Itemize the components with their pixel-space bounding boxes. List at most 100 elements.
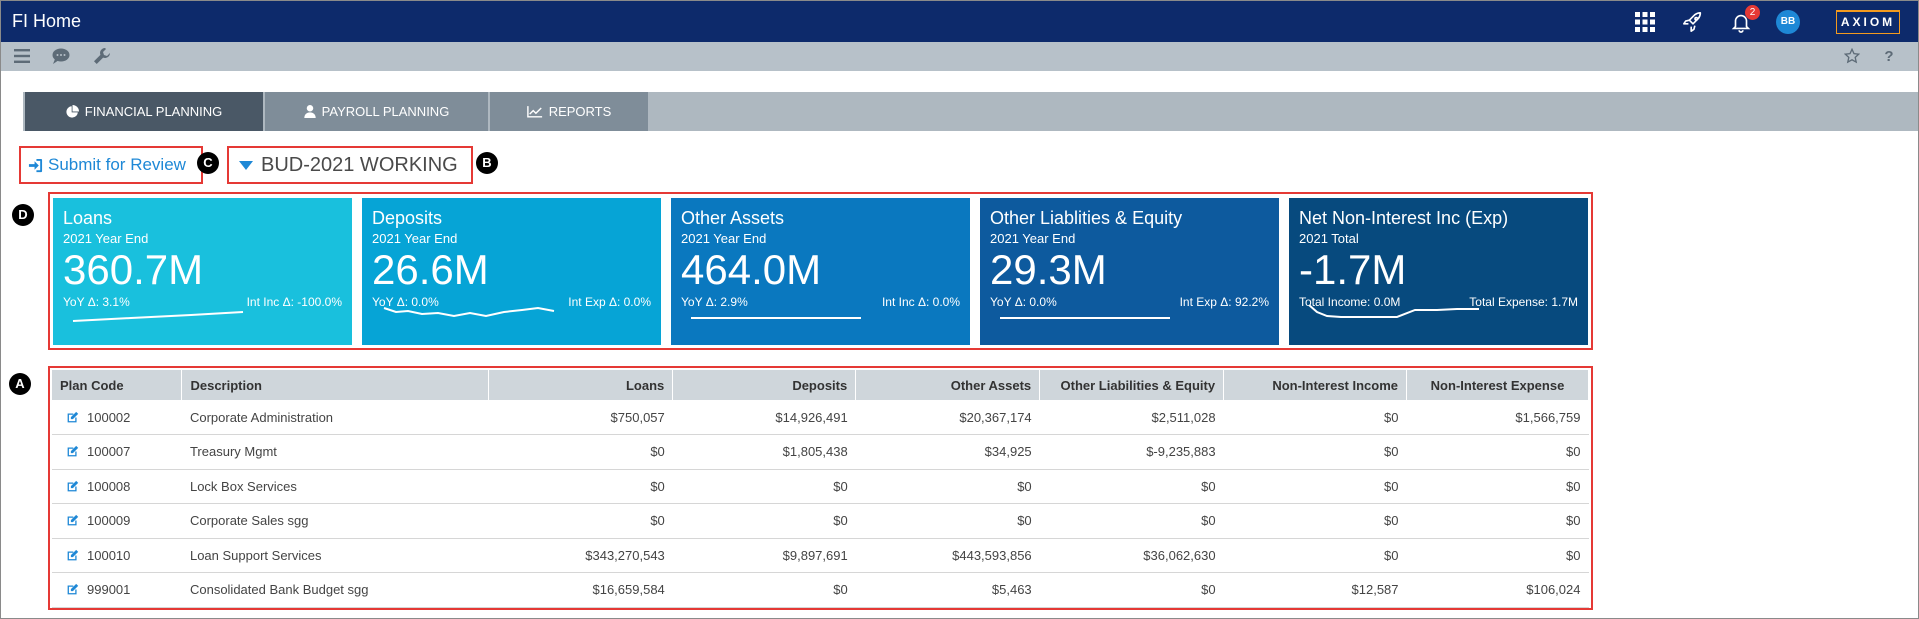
- plan-selector[interactable]: BUD-2021 WORKING: [227, 146, 473, 184]
- column-header-loans[interactable]: Loans: [488, 370, 674, 400]
- value-cell: $0: [1406, 538, 1589, 573]
- table-row: 100010 Loan Support Services $343,270,543 $…: [52, 538, 1589, 573]
- value-cell: $343,270,543: [488, 538, 673, 573]
- column-header-non-interest-expense[interactable]: Non-Interest Expense: [1406, 370, 1589, 400]
- plan-code-cell: 100008: [52, 469, 182, 504]
- kpi-right-metric: Int Exp Δ: 0.0%: [568, 295, 651, 309]
- kpi-card-deposits[interactable]: Deposits 2021 Year End 26.6M YoY Δ: 0.0%…: [362, 198, 661, 345]
- plan-table-panel: [48, 366, 1593, 610]
- column-header-other-assets[interactable]: Other Assets: [855, 370, 1041, 400]
- value-cell: $0: [1223, 469, 1407, 504]
- kpi-right-metric: Int Inc Δ: 0.0%: [881, 295, 960, 309]
- line-chart-icon: [526, 106, 542, 118]
- column-header-deposits[interactable]: Deposits: [672, 370, 857, 400]
- kpi-value: 360.7M: [63, 246, 204, 293]
- caret-down-icon: [239, 160, 253, 170]
- value-cell: $0: [672, 503, 856, 539]
- callout-d: D: [12, 204, 34, 226]
- tab-financial-planning[interactable]: FINANCIAL PLANNING: [25, 92, 263, 131]
- apps-grid-icon[interactable]: [1632, 9, 1658, 35]
- column-header-other-liabilities[interactable]: Other Liabilities & Equity: [1039, 370, 1225, 400]
- edit-icon[interactable]: [66, 445, 79, 458]
- value-cell: $0: [488, 503, 673, 539]
- edit-icon[interactable]: [66, 549, 79, 562]
- description-cell: Loan Support Services: [181, 538, 489, 573]
- plan-code[interactable]: 100010: [87, 547, 131, 563]
- plan-table: Plan Code Description Loans Deposits Oth…: [52, 370, 1589, 608]
- tab-reports[interactable]: REPORTS: [490, 92, 648, 131]
- column-header-description[interactable]: Description: [181, 370, 490, 400]
- plan-code[interactable]: 100008: [87, 478, 131, 494]
- kpi-card-other-assets[interactable]: Other Assets 2021 Year End 464.0M YoY Δ:…: [671, 198, 970, 345]
- plan-code[interactable]: 100009: [87, 513, 131, 529]
- edit-icon[interactable]: [66, 583, 79, 596]
- column-header-plan-code[interactable]: Plan Code: [52, 370, 183, 400]
- edit-icon[interactable]: [66, 514, 79, 527]
- value-cell: $0: [672, 469, 856, 504]
- plan-code[interactable]: 100007: [87, 444, 131, 460]
- top-bar-actions: 2 BB: [1632, 1, 1800, 42]
- pie-chart-icon: [66, 105, 79, 118]
- value-cell: $0: [855, 503, 1040, 539]
- kpi-title: Loans: [63, 208, 113, 228]
- plan-code-wrap: 100010: [60, 548, 174, 563]
- user-avatar[interactable]: BB: [1776, 9, 1800, 34]
- value-cell: $2,511,028: [1039, 400, 1224, 435]
- value-cell: $16,659,584: [488, 572, 673, 608]
- plan-code[interactable]: 100002: [87, 409, 131, 425]
- tab-label: REPORTS: [548, 104, 612, 119]
- kpi-card-net-non-interest[interactable]: Net Non-Interest Inc (Exp) 2021 Total -1…: [1289, 198, 1588, 345]
- value-cell: $14,926,491: [672, 400, 856, 435]
- value-cell: $0: [488, 469, 673, 504]
- plan-code-cell: 100007: [52, 434, 182, 470]
- star-icon[interactable]: [1842, 46, 1862, 66]
- description-cell: Consolidated Bank Budget sgg: [181, 572, 489, 608]
- wrench-icon[interactable]: [92, 46, 112, 66]
- kpi-left-metric: YoY Δ: 3.1%: [63, 295, 130, 309]
- kpi-title: Other Assets: [681, 208, 785, 228]
- sign-in-icon: [28, 158, 43, 172]
- kpi-value: 464.0M: [681, 246, 822, 293]
- plan-code-cell: 100009: [52, 503, 182, 539]
- kpi-left-metric: YoY Δ: 0.0%: [372, 295, 439, 309]
- value-cell: $0: [1406, 503, 1589, 539]
- plan-code-wrap: 100009: [60, 513, 174, 528]
- help-icon[interactable]: ?: [1884, 47, 1894, 65]
- value-cell: $20,367,174: [855, 400, 1040, 435]
- callout-a: A: [9, 373, 31, 395]
- menu-icon[interactable]: [12, 46, 32, 66]
- kpi-card-loans[interactable]: Loans 2021 Year End 360.7M YoY Δ: 3.1% I…: [53, 198, 352, 345]
- value-cell: $106,024: [1406, 572, 1589, 608]
- tab-label: PAYROLL PLANNING: [321, 104, 450, 119]
- submit-for-review-button[interactable]: Submit for Review: [19, 146, 203, 184]
- column-header-non-interest-income[interactable]: Non-Interest Income: [1223, 370, 1408, 400]
- edit-icon[interactable]: [66, 480, 79, 493]
- kpi-right-metric: Int Inc Δ: -100.0%: [246, 295, 342, 309]
- value-cell: $750,057: [488, 400, 673, 435]
- plan-code-wrap: 100008: [60, 479, 174, 494]
- edit-icon[interactable]: [66, 411, 79, 424]
- bell-icon[interactable]: 2: [1728, 4, 1760, 35]
- value-cell: $0: [1223, 434, 1407, 470]
- tab-label: FINANCIAL PLANNING: [84, 104, 223, 119]
- sparkline: [1000, 317, 1170, 319]
- rocket-icon[interactable]: [1680, 9, 1706, 35]
- sparkline: [1308, 304, 1479, 318]
- value-cell: $0: [1039, 572, 1224, 608]
- top-bar: FI Home: [1, 1, 1918, 42]
- notification-badge: 2: [1745, 4, 1760, 20]
- value-cell: $443,593,856: [855, 538, 1040, 573]
- kpi-panel: [48, 192, 1593, 350]
- kpi-subtitle: 2021 Year End: [372, 231, 458, 246]
- value-cell: $0: [672, 572, 856, 608]
- value-cell: $0: [1223, 400, 1407, 435]
- plan-code[interactable]: 999001: [87, 582, 131, 598]
- description-cell: Treasury Mgmt: [181, 434, 489, 470]
- kpi-card-other-liabilities[interactable]: Other Liablities & Equity 2021 Year End …: [980, 198, 1279, 345]
- value-cell: $1,566,759: [1406, 400, 1589, 435]
- plan-code-cell: 999001: [52, 572, 182, 608]
- plan-code-wrap: 999001: [60, 582, 174, 597]
- chat-icon[interactable]: [51, 46, 71, 66]
- value-cell: $34,925: [855, 434, 1040, 470]
- tab-payroll-planning[interactable]: PAYROLL PLANNING: [265, 92, 488, 131]
